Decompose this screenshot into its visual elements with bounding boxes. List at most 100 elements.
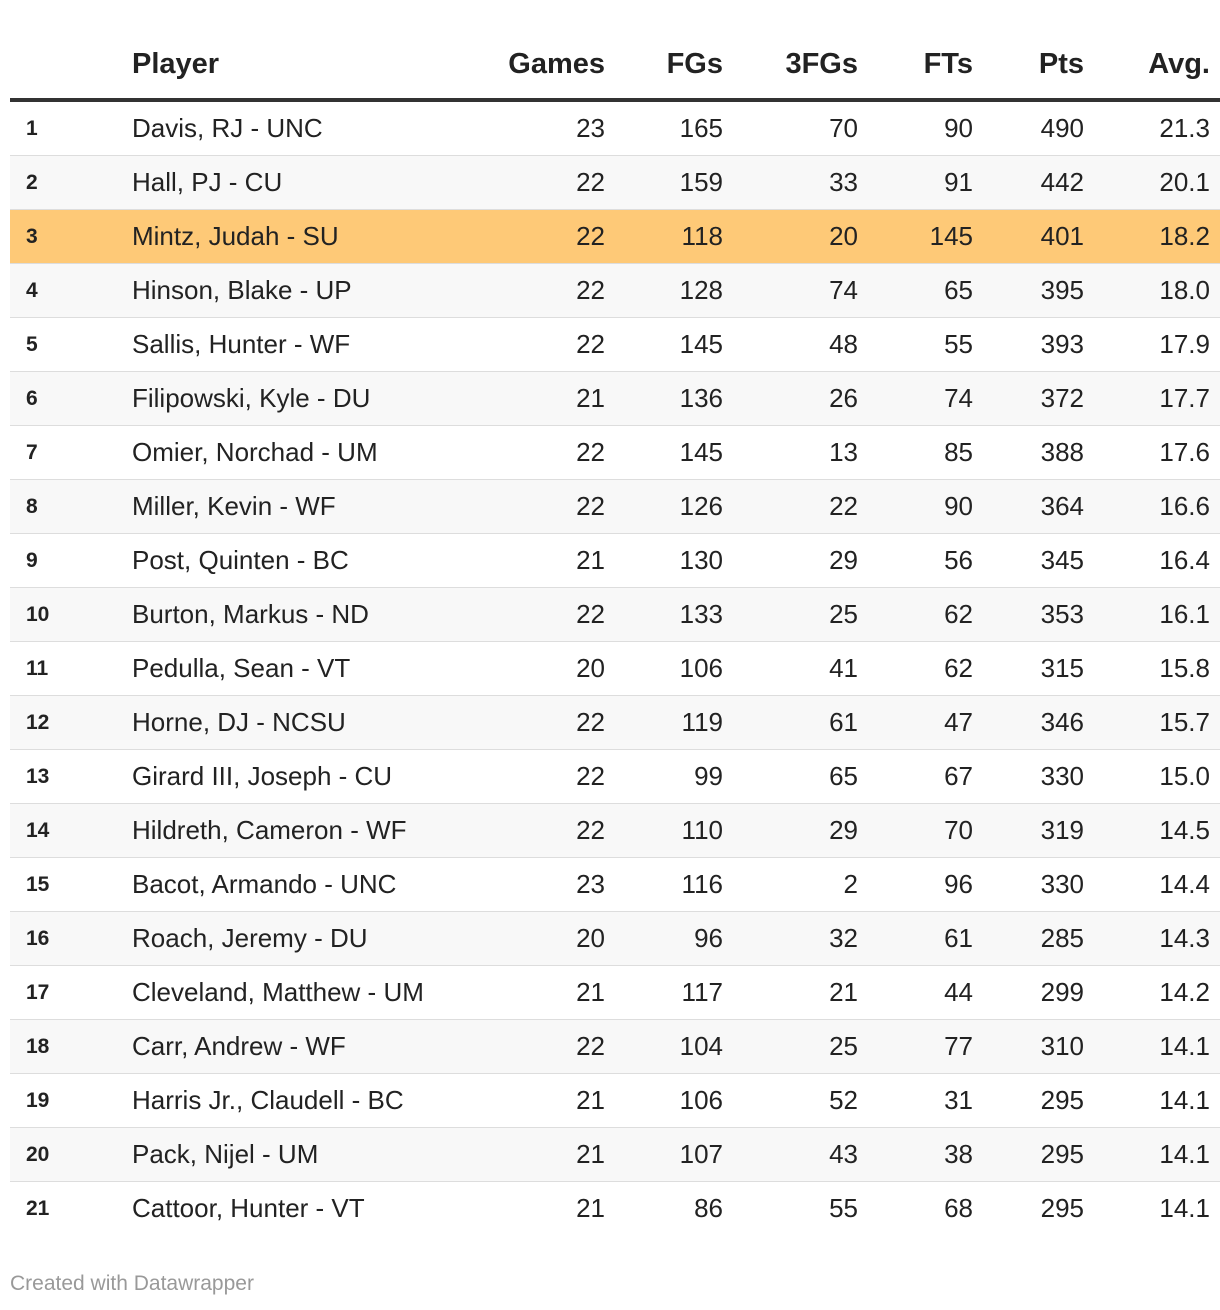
rank-cell: 11 [10, 641, 132, 696]
games-cell: 22 [460, 1019, 605, 1074]
pts-cell: 295 [1040, 1193, 1084, 1223]
table-row: 21 Cattoor, Hunter - VT 21 86 55 68 295 14.1 [10, 1182, 1220, 1236]
table-header: Player Games FGs 3FGs FTs Pts Avg. [10, 30, 1220, 102]
player-cell: Cattoor, Hunter - VT [132, 1193, 365, 1223]
header-fts[interactable]: FTs [858, 30, 973, 102]
player-cell: Davis, RJ - UNC [132, 100, 460, 156]
table-row: 14 Hildreth, Cameron - WF 22 110 29 70 319 14.5 [10, 803, 1220, 858]
fgs-cell: 119 [605, 695, 723, 750]
avg-cell: 14.1 [1084, 1127, 1220, 1182]
fts-cell: 65 [858, 263, 973, 318]
header-rank[interactable] [10, 30, 132, 102]
pts-cell: 319 [973, 803, 1084, 858]
rank-cell: 5 [10, 317, 132, 372]
player-cell: Sallis, Hunter - WF [132, 317, 460, 372]
header-3fgs[interactable]: 3FGs [723, 30, 858, 102]
player-cell: Hildreth, Cameron - WF [132, 803, 460, 858]
avg-cell: 15.8 [1084, 641, 1220, 696]
pts-cell: 393 [973, 317, 1084, 372]
table-body: 1 Davis, RJ - UNC 23 165 70 90 490 21.3 2 Hall, P… [10, 100, 1220, 1235]
games-cell: 20 [460, 911, 605, 966]
pts-cell: 295 [973, 1073, 1084, 1128]
fgs-cell: 86 [694, 1193, 723, 1223]
player-cell: Miller, Kevin - WF [132, 479, 460, 534]
3fgs-cell: 20 [723, 209, 858, 264]
3fgs-cell: 61 [723, 695, 858, 750]
table-row: 17 Cleveland, Matthew - UM 21 117 21 44 299 14.… [10, 965, 1220, 1020]
pts-cell: 372 [973, 371, 1084, 426]
3fgs-cell: 25 [723, 587, 858, 642]
games-cell: 23 [460, 857, 605, 912]
games-cell: 21 [460, 965, 605, 1020]
fgs-cell: 126 [605, 479, 723, 534]
header-player[interactable]: Player [132, 30, 460, 102]
fgs-cell: 104 [605, 1019, 723, 1074]
fts-cell: 38 [858, 1127, 973, 1182]
fgs-cell: 117 [605, 965, 723, 1020]
header-avg[interactable]: Avg. [1084, 30, 1220, 102]
rank-cell: 14 [10, 803, 132, 858]
pts-cell: 310 [973, 1019, 1084, 1074]
table-row: 15 Bacot, Armando - UNC 23 116 2 96 330 14.4 [10, 857, 1220, 912]
games-cell: 23 [460, 100, 605, 156]
avg-cell: 17.6 [1084, 425, 1220, 480]
rank-cell: 17 [10, 965, 132, 1020]
rank-cell: 13 [10, 749, 132, 804]
header-games[interactable]: Games [460, 30, 605, 102]
3fgs-cell: 74 [723, 263, 858, 318]
datawrapper-credit[interactable]: Created with Datawrapper [10, 1272, 254, 1295]
header-fgs[interactable]: FGs [605, 30, 723, 102]
fts-cell: 68 [944, 1193, 973, 1223]
player-cell: Burton, Markus - ND [132, 587, 460, 642]
pts-cell: 401 [973, 209, 1084, 264]
rank-cell: 1 [10, 100, 132, 156]
games-cell: 22 [460, 749, 605, 804]
rank-cell: 12 [10, 695, 132, 750]
avg-cell: 14.4 [1084, 857, 1220, 912]
fgs-cell: 106 [605, 1073, 723, 1128]
3fgs-cell: 13 [723, 425, 858, 480]
player-cell: Carr, Andrew - WF [132, 1019, 460, 1074]
fts-cell: 145 [858, 209, 973, 264]
fgs-cell: 130 [605, 533, 723, 588]
games-cell: 22 [460, 209, 605, 264]
rank-cell: 20 [10, 1127, 132, 1182]
table-row: 13 Girard III, Joseph - CU 22 99 65 67 330 15.0 [10, 749, 1220, 804]
fgs-cell: 106 [605, 641, 723, 696]
pts-cell: 285 [973, 911, 1084, 966]
3fgs-cell: 26 [723, 371, 858, 426]
avg-cell: 14.1 [1084, 1019, 1220, 1074]
rank-cell: 8 [10, 479, 132, 534]
3fgs-cell: 65 [723, 749, 858, 804]
3fgs-cell: 2 [723, 857, 858, 912]
fgs-cell: 136 [605, 371, 723, 426]
3fgs-cell: 70 [723, 100, 858, 156]
games-cell: 22 [460, 317, 605, 372]
header-pts[interactable]: Pts [973, 30, 1084, 102]
player-cell: Filipowski, Kyle - DU [132, 371, 460, 426]
pts-cell: 299 [973, 965, 1084, 1020]
player-cell: Pedulla, Sean - VT [132, 641, 460, 696]
stats-table-container: Player Games FGs 3FGs FTs Pts Avg. 1 Davi… [10, 30, 1220, 1235]
fts-cell: 90 [858, 100, 973, 156]
table-row: 20 Pack, Nijel - UM 21 107 43 38 295 14.1 [10, 1127, 1220, 1182]
player-cell: Hall, PJ - CU [132, 155, 460, 210]
avg-cell: 21.3 [1084, 100, 1220, 156]
games-cell: 22 [460, 155, 605, 210]
rank-cell: 19 [10, 1073, 132, 1128]
avg-cell: 18.2 [1084, 209, 1220, 264]
games-cell: 22 [460, 587, 605, 642]
rank-cell: 18 [10, 1019, 132, 1074]
fts-cell: 55 [858, 317, 973, 372]
rank-cell: 6 [10, 371, 132, 426]
avg-cell: 18.0 [1084, 263, 1220, 318]
fts-cell: 62 [858, 587, 973, 642]
fgs-cell: 159 [605, 155, 723, 210]
fts-cell: 44 [858, 965, 973, 1020]
rank-cell: 3 [10, 209, 132, 264]
3fgs-cell: 33 [723, 155, 858, 210]
table-row: 3 Mintz, Judah - SU 22 118 20 145 401 18.2 [10, 209, 1220, 264]
3fgs-cell: 22 [723, 479, 858, 534]
header-row: Player Games FGs 3FGs FTs Pts Avg. [10, 30, 1220, 102]
fts-cell: 90 [858, 479, 973, 534]
